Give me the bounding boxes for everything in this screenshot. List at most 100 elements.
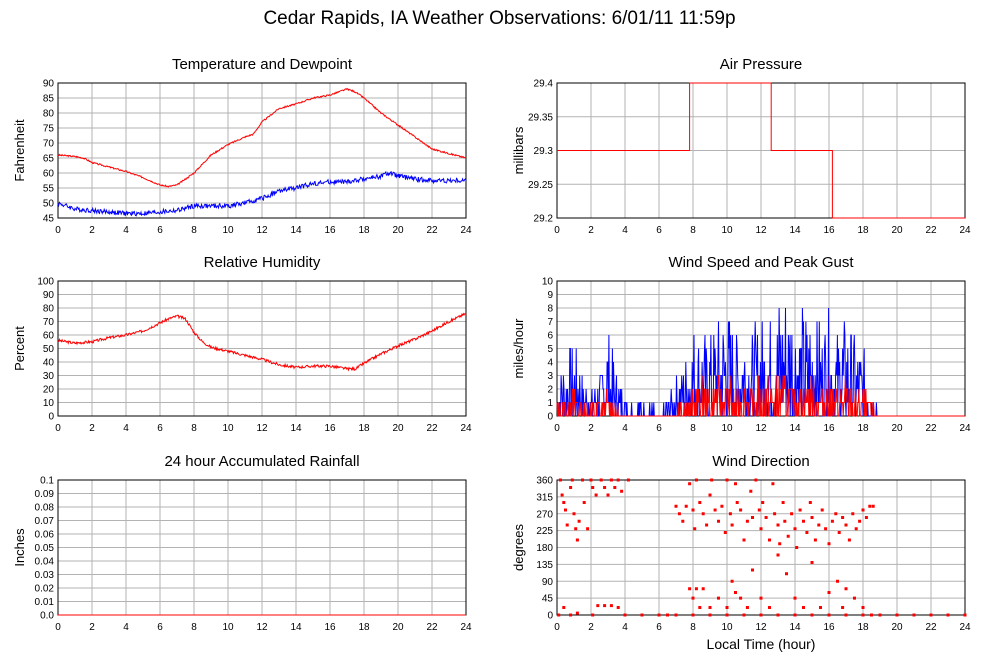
scatter-point [694,478,698,482]
scatter-point [575,611,579,615]
scatter-point [565,523,569,527]
x-tick-label: 2 [588,225,594,236]
scatter-point [808,501,812,504]
x-tick-label: 0 [554,622,560,633]
x-tick-label: 18 [857,225,869,236]
x-tick-label: 20 [392,225,404,236]
y-tick-label: 85 [43,94,55,105]
x-tick-label: 24 [959,622,971,633]
scatter-point [725,478,729,482]
scatter-point [720,504,724,508]
x-tick-label: 18 [358,423,370,434]
scatter-point [681,519,685,523]
chart-title: Relative Humidity [204,254,321,271]
x-tick-label: 16 [324,423,336,434]
scatter-point [739,596,743,600]
x-tick-label: 24 [460,423,472,434]
scatter-point [817,523,821,527]
scatter-point [805,531,809,534]
scatter-point [562,606,566,609]
chart-title: Air Pressure [720,56,803,73]
y-tick-label: 0 [48,412,54,423]
scatter-point [861,508,865,512]
x-tick-label: 6 [157,225,163,236]
scatter-point [786,534,790,538]
scatter-point [810,516,814,519]
y-tick-label: 0.03 [35,570,55,581]
scatter-point [781,501,785,504]
y-tick-label: 29.3 [534,146,554,157]
x-tick-label: 14 [789,225,801,236]
scatter-point [868,504,872,508]
y-tick-label: 315 [536,492,553,503]
y-tick-label: 6 [547,331,553,342]
x-tick-label: 10 [721,423,733,434]
plot-frame [57,82,467,219]
scatter-point [793,527,797,531]
scatter-point [793,596,797,600]
y-tick-label: 0.04 [35,557,55,568]
scatter-point [603,604,607,608]
x-tick-label: 2 [89,225,95,236]
scatter-point [691,596,695,600]
scatter-point [751,568,754,572]
y-axis-label: Fahrenheit [12,119,27,182]
x-tick-label: 8 [191,423,197,434]
x-tick-label: 16 [823,423,835,434]
y-tick-label: 90 [43,290,55,301]
y-tick-label: 3 [547,371,553,382]
scatter-point [871,504,875,508]
scatter-point [754,478,758,482]
scatter-point [870,613,873,617]
y-axis-label: Inches [12,528,27,567]
x-tick-label: 18 [358,225,370,236]
scatter-point [701,587,705,591]
scatter-point [586,527,590,531]
y-axis-label: degrees [511,524,526,571]
scatter-point [878,613,882,617]
x-tick-label: 6 [656,622,662,633]
scatter-point [564,508,567,512]
scatter-point [861,613,865,617]
y-tick-label: 135 [536,560,553,571]
scatter-point [963,613,967,617]
scatter-point [810,561,814,564]
x-tick-label: 0 [55,622,61,633]
y-tick-label: 30 [43,371,55,382]
y-tick-label: 0.01 [35,597,55,608]
y-tick-label: 40 [43,358,55,369]
scatter-point [708,613,712,617]
y-tick-label: 29.25 [528,180,553,191]
x-tick-label: 16 [324,225,336,236]
y-tick-label: 360 [536,476,553,487]
scatter-point [574,527,578,531]
scatter-point [688,587,692,591]
x-tick-label: 22 [925,225,937,236]
scatter-point [864,516,868,519]
x-tick-label: 0 [554,225,560,236]
y-tick-label: 60 [43,331,55,342]
scatter-point [837,531,841,534]
x-tick-label: 14 [290,423,302,434]
scatter-point [836,579,839,583]
scatter-point [698,606,702,609]
scatter-point [742,613,746,617]
scatter-point [708,493,712,497]
scatter-point [708,606,712,609]
scatter-point [912,613,916,617]
scatter-point [558,478,562,482]
series-line [57,170,467,217]
scatter-point [596,604,600,608]
y-tick-label: 0 [547,412,553,423]
y-tick-label: 50 [43,344,55,355]
scatter-point [606,493,610,497]
y-axis-label: miles/hour [511,318,526,379]
scatter-point [575,538,579,542]
y-tick-label: 20 [43,385,55,396]
scatter-point [773,512,777,516]
scatter-point [569,486,573,489]
y-tick-label: 70 [43,139,55,150]
scatter-point [861,606,865,609]
scatter-point [589,478,593,482]
scatter-point [626,478,630,482]
